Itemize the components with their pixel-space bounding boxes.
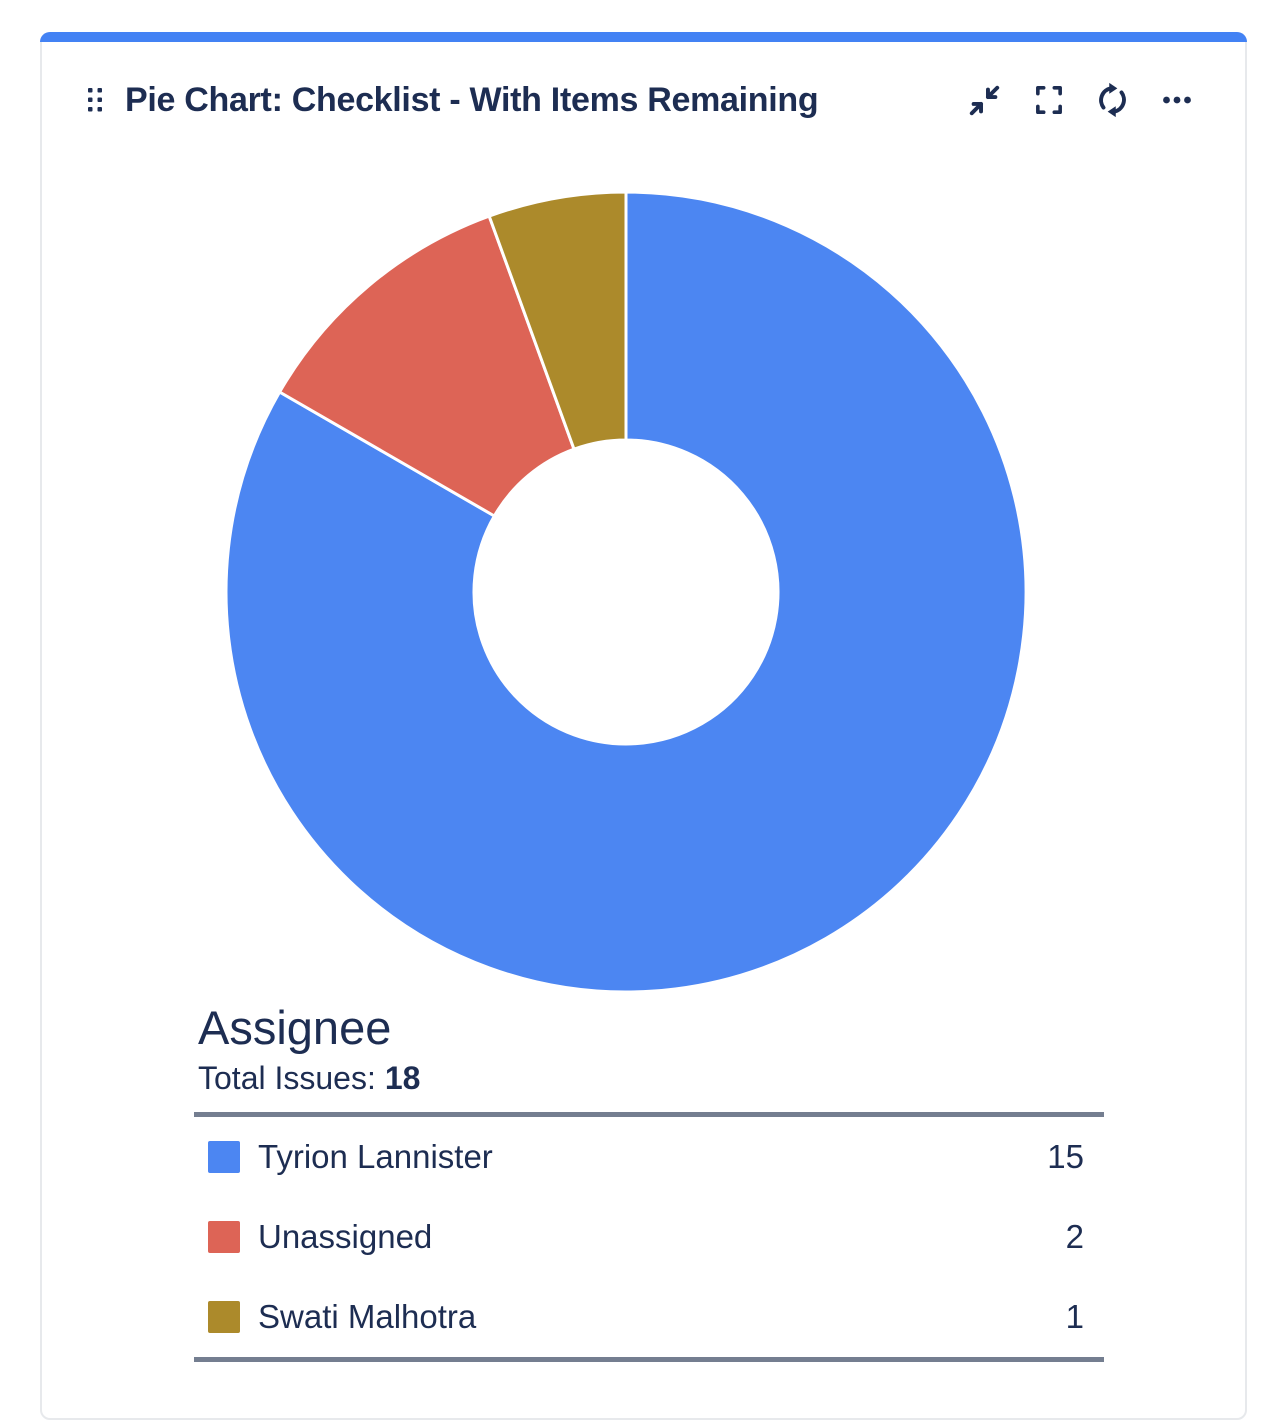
gadget-accent-bar: [40, 32, 1247, 42]
legend-label[interactable]: Unassigned: [258, 1218, 433, 1255]
total-issues-line: Total Issues: 18: [198, 1060, 420, 1097]
legend-swatch: [208, 1221, 240, 1253]
legend-value: 15: [1047, 1138, 1084, 1175]
legend-swatch: [208, 1301, 240, 1333]
total-issues-value: 18: [384, 1060, 421, 1096]
legend-row[interactable]: Unassigned 2: [194, 1197, 1104, 1277]
legend-row[interactable]: Swati Malhotra 1: [194, 1277, 1104, 1357]
refresh-icon: [1099, 82, 1126, 118]
pie-slice-unassigned[interactable]: [277, 214, 576, 519]
pie-chart-svg: [224, 190, 1028, 994]
legend-label[interactable]: Tyrion Lannister: [258, 1138, 493, 1175]
chart-group-title: Assignee: [198, 1001, 392, 1054]
legend-value: 1: [1065, 1298, 1084, 1335]
pie-slice-tyrion-lannister[interactable]: [224, 190, 1028, 994]
legend-table: Tyrion Lannister 15 Unassigned 2 Swati Malho…: [194, 1112, 1104, 1362]
gadget-title: Pie Chart: Checklist - With Items Remain…: [125, 80, 819, 119]
drag-handle-icon[interactable]: [88, 88, 103, 112]
legend-row[interactable]: Tyrion Lannister 15: [194, 1117, 1104, 1197]
legend-label[interactable]: Swati Malhotra: [258, 1298, 477, 1335]
pie-slice-swati-malhotra[interactable]: [487, 190, 628, 452]
collapse-icon: [969, 85, 1000, 115]
gadget-toolbar: [966, 82, 1195, 119]
more-options-button[interactable]: [1158, 82, 1195, 119]
total-issues-label: Total Issues:: [198, 1060, 376, 1096]
refresh-button[interactable]: [1094, 82, 1131, 119]
collapse-button[interactable]: [966, 82, 1003, 119]
legend-value: 2: [1065, 1218, 1084, 1255]
fullscreen-button[interactable]: [1030, 82, 1067, 119]
more-icon: [1162, 96, 1191, 104]
dashboard-gadget-card: Pie Chart: Checklist - With Items Remain…: [40, 32, 1247, 1420]
fullscreen-icon: [1035, 85, 1062, 115]
gadget-header: Pie Chart: Checklist - With Items Remain…: [88, 80, 1195, 120]
legend-swatch: [208, 1141, 240, 1173]
